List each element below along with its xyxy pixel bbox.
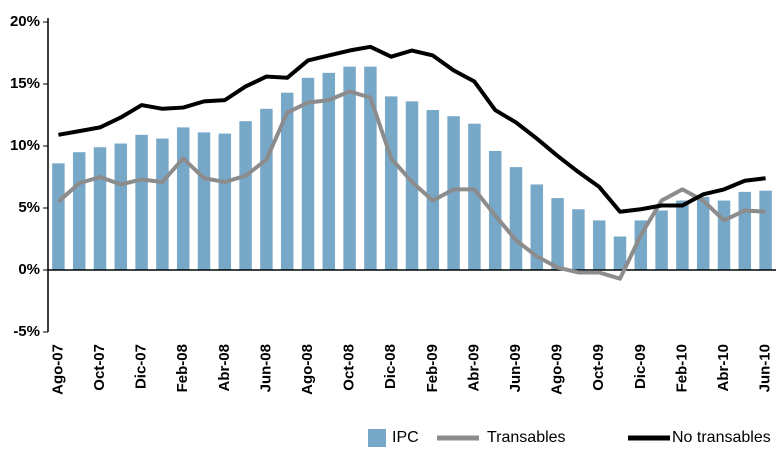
bar [135, 134, 148, 270]
x-tick-label: Oct-07 [91, 344, 108, 391]
bar [364, 66, 377, 270]
bar [738, 191, 752, 270]
bar [405, 101, 419, 270]
bar [239, 121, 252, 270]
bar [280, 92, 294, 271]
x-tick-label: Dic-08 [382, 344, 399, 389]
x-tick-label: Feb-10 [673, 344, 690, 392]
x-tick-label: Dic-09 [632, 344, 649, 389]
bar [93, 147, 107, 270]
y-tick-label: -5% [13, 323, 40, 340]
y-tick-label: 15% [10, 75, 40, 92]
legend-swatch [368, 429, 386, 447]
bar [156, 138, 169, 270]
bar [759, 190, 772, 270]
legend-label: Transables [487, 429, 566, 446]
bar [322, 72, 336, 270]
bar [218, 133, 232, 270]
y-tick-label: 5% [18, 199, 40, 216]
bar [176, 127, 190, 271]
x-tick-label: Ago-07 [49, 344, 66, 395]
x-tick-label: Jun-09 [507, 344, 524, 392]
x-tick-label: Oct-08 [341, 344, 358, 391]
y-tick-label: 10% [10, 137, 40, 154]
bar [696, 196, 710, 270]
bar [488, 150, 502, 270]
line [58, 44, 766, 214]
x-tick-label: Jun-08 [257, 344, 274, 392]
bar [509, 167, 523, 270]
x-tick-label: Ago-08 [299, 344, 316, 395]
bar [343, 66, 356, 270]
y-tick-label: 0% [18, 261, 40, 278]
bar [676, 200, 689, 270]
bar [72, 152, 86, 270]
x-tick-label: Ago-09 [549, 344, 566, 395]
x-tick-label: Jun-10 [757, 344, 774, 392]
bar [717, 200, 731, 270]
x-tick-label: Abr-10 [715, 344, 732, 392]
legend-label: No transables [672, 429, 771, 446]
bar [197, 132, 211, 270]
bar [468, 123, 481, 271]
bar [384, 96, 398, 271]
bar [530, 184, 544, 270]
bar [551, 198, 564, 270]
bar [426, 110, 440, 270]
x-tick-label: Feb-09 [424, 344, 441, 392]
x-tick-label: Dic-07 [133, 344, 150, 389]
x-tick-label: Abr-09 [465, 344, 482, 392]
line [57, 89, 766, 281]
bar [260, 108, 273, 270]
bar [52, 163, 65, 270]
bar [572, 209, 585, 270]
bar [655, 210, 668, 270]
bar [592, 220, 606, 270]
bar [447, 116, 460, 271]
bar [613, 236, 627, 270]
y-tick-label: 20% [10, 13, 40, 30]
legend-label: IPC [392, 429, 419, 446]
x-tick-label: Feb-08 [174, 344, 191, 392]
bar [301, 77, 315, 270]
x-tick-label: Abr-08 [216, 344, 233, 392]
x-tick-label: Oct-09 [590, 344, 607, 391]
bar [114, 143, 128, 270]
